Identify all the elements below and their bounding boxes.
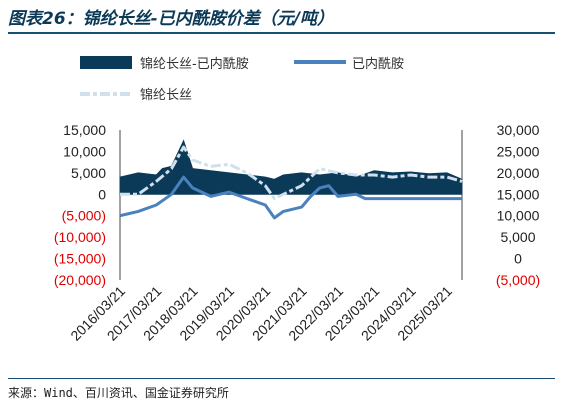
left-tick-label: 0 (98, 186, 106, 202)
left-tick-label: (5,000) (62, 208, 106, 224)
right-tick-label: 15,000 (497, 186, 540, 202)
source-note: 来源：Wind、百川资讯、国金证券研究所 (8, 386, 229, 400)
left-tick-label: 15,000 (63, 122, 106, 138)
left-tick-label: (10,000) (54, 229, 106, 245)
legend-label-nylon: 锦纶长丝 (140, 88, 192, 103)
right-tick-label: 25,000 (497, 143, 540, 159)
right-tick-label: 0 (514, 251, 522, 267)
chart-title: 图表26：锦纶长丝-已内酰胺价差（元/吨） (8, 9, 334, 29)
right-tick-label: 5,000 (500, 229, 535, 245)
left-tick-label: (15,000) (54, 251, 106, 267)
series-area-spread (119, 139, 463, 195)
legend-swatch-spread (80, 56, 132, 69)
right-tick-label: 20,000 (497, 165, 540, 181)
series-line-nylon (120, 145, 463, 201)
legend: 锦纶长丝-已内酰胺 已内酰胺 锦纶长丝 (80, 56, 404, 103)
right-tick-label: 30,000 (497, 122, 540, 138)
legend-label-caprolactam: 已内酰胺 (352, 56, 404, 72)
chart: 锦纶长丝-已内酰胺 已内酰胺 锦纶长丝 15,000 10,000 5,000 0 (5… (54, 56, 540, 344)
left-tick-label: 10,000 (63, 143, 106, 159)
title-divider (8, 32, 555, 34)
series-line-caprolactam (119, 175, 462, 220)
legend-label-spread: 锦纶长丝-已内酰胺 (140, 56, 249, 72)
left-tick-label: 5,000 (71, 165, 106, 181)
right-tick-label: (5,000) (496, 272, 540, 288)
right-tick-label: 10,000 (497, 208, 540, 224)
source-divider (8, 378, 555, 379)
left-tick-label: (20,000) (54, 272, 106, 288)
